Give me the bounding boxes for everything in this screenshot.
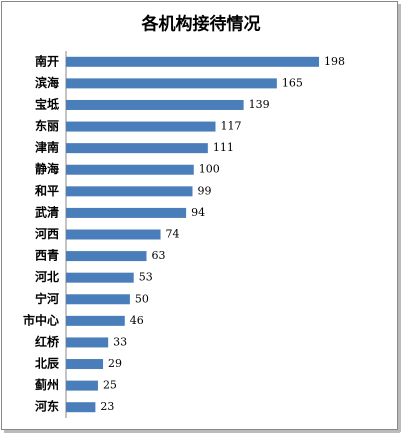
bar (66, 164, 194, 175)
data-label: 29 (108, 357, 122, 370)
bar (66, 121, 216, 132)
data-label: 23 (100, 400, 114, 413)
bar (66, 272, 134, 283)
bar (66, 207, 187, 218)
data-label: 117 (221, 120, 242, 133)
y-tick-label: 武清 (35, 204, 59, 219)
y-tick-label: 静海 (35, 161, 59, 176)
data-label: 25 (103, 379, 117, 392)
data-label: 165 (282, 76, 303, 89)
bar (66, 337, 109, 348)
bar (66, 294, 130, 305)
y-tick-label: 河西 (34, 226, 59, 241)
data-label: 46 (130, 314, 144, 327)
bar (66, 99, 244, 110)
y-tick-label: 河东 (34, 399, 59, 414)
bar (66, 359, 104, 370)
y-tick-label: 红桥 (35, 334, 60, 349)
data-label: 198 (324, 55, 345, 68)
y-tick-label: 北辰 (35, 356, 59, 371)
y-tick-label: 南开 (35, 53, 59, 68)
data-label: 100 (199, 163, 220, 176)
bar (66, 143, 208, 154)
y-tick-label: 蓟州 (34, 377, 59, 392)
data-label: 74 (166, 228, 180, 241)
bar (66, 251, 147, 262)
data-label: 139 (249, 98, 270, 111)
bar (66, 229, 161, 240)
y-tick-label: 河北 (34, 269, 59, 284)
bar (66, 186, 193, 197)
y-tick-label: 津南 (35, 140, 59, 155)
bar (66, 380, 98, 391)
y-tick-label: 和平 (34, 183, 59, 198)
bar (66, 315, 125, 326)
y-tick-label: 宁河 (35, 291, 59, 306)
y-tick-label: 滨海 (35, 75, 59, 90)
y-tick-label: 市中心 (23, 312, 59, 327)
data-label: 33 (113, 335, 127, 348)
data-label: 99 (198, 184, 212, 197)
bar (66, 402, 96, 413)
bar (66, 56, 319, 67)
y-tick-label: 东丽 (35, 118, 59, 133)
data-label: 94 (191, 206, 205, 219)
data-label: 111 (213, 141, 234, 154)
y-tick-label: 西青 (35, 248, 59, 263)
data-label: 50 (135, 292, 149, 305)
data-label: 53 (139, 271, 153, 284)
chart-title: 各机构接待情况 (141, 14, 261, 35)
y-tick-label: 宝坻 (35, 96, 59, 111)
data-label: 63 (152, 249, 166, 262)
bar (66, 78, 277, 89)
